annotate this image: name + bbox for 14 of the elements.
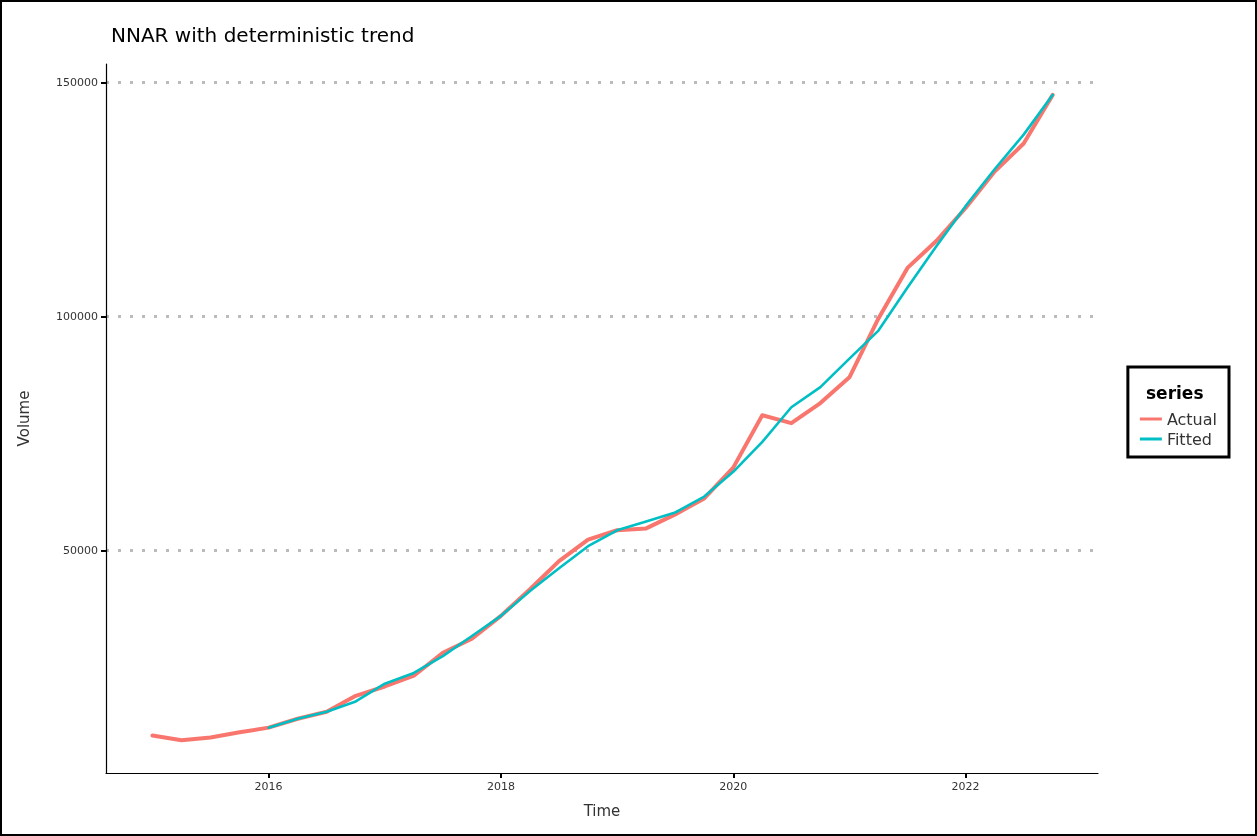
- x-tick-label: 2016: [254, 780, 283, 793]
- legend-title: series: [1146, 382, 1204, 403]
- legend-label: Actual: [1166, 409, 1217, 429]
- y-axis-title: Volume: [14, 390, 33, 447]
- line-series: [267, 93, 1054, 729]
- x-tick-label: 2022: [951, 780, 980, 793]
- x-tick-label: 2020: [719, 780, 748, 793]
- chart-title: NNAR with deterministic trend: [111, 23, 415, 47]
- y-tick-label: 100000: [56, 310, 98, 324]
- legend-label: Fitted: [1166, 429, 1212, 449]
- y-tick-label: 50000: [63, 543, 98, 557]
- y-tick-label: 150000: [56, 76, 98, 90]
- x-axis-title: Time: [582, 801, 621, 820]
- x-tick-label: 2018: [486, 780, 515, 793]
